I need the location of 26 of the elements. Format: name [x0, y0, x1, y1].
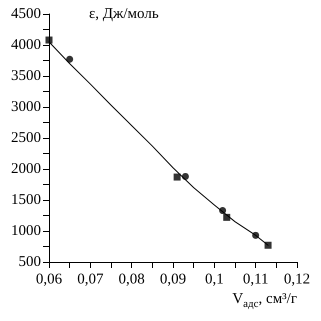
x-tick-label: 0,08: [118, 272, 145, 288]
point: [219, 207, 226, 214]
y-tick-label: 500: [18, 254, 41, 270]
point: [46, 36, 52, 44]
x-tick-label: 0,07: [77, 272, 104, 288]
point: [264, 242, 272, 249]
y-axis-title: ε, Дж/моль: [89, 6, 159, 22]
x-tick-label: 0,06: [36, 272, 63, 288]
y-tick-label: 4500: [11, 6, 41, 22]
y-tick-label: 3000: [11, 99, 41, 115]
point: [174, 174, 181, 181]
point: [66, 56, 74, 63]
y-tick-label: 4000: [11, 37, 41, 53]
y-tick-label: 3500: [11, 68, 41, 84]
y-tick-label: 2500: [11, 130, 41, 146]
x-tick-label: 0,12: [284, 272, 310, 288]
point: [182, 172, 189, 180]
x-tick-label: 0,09: [160, 272, 186, 288]
point: [223, 214, 230, 221]
x-tick-label: 0,11: [242, 272, 269, 288]
y-tick-label: 2000: [11, 161, 41, 177]
y-tick-label: 1500: [11, 192, 41, 208]
x-axis-title: V$_{адс}$, см³/г: [232, 291, 297, 310]
x-tick-label: 0,1: [204, 272, 224, 288]
point: [252, 232, 260, 239]
y-tick-label: 1000: [11, 223, 41, 239]
